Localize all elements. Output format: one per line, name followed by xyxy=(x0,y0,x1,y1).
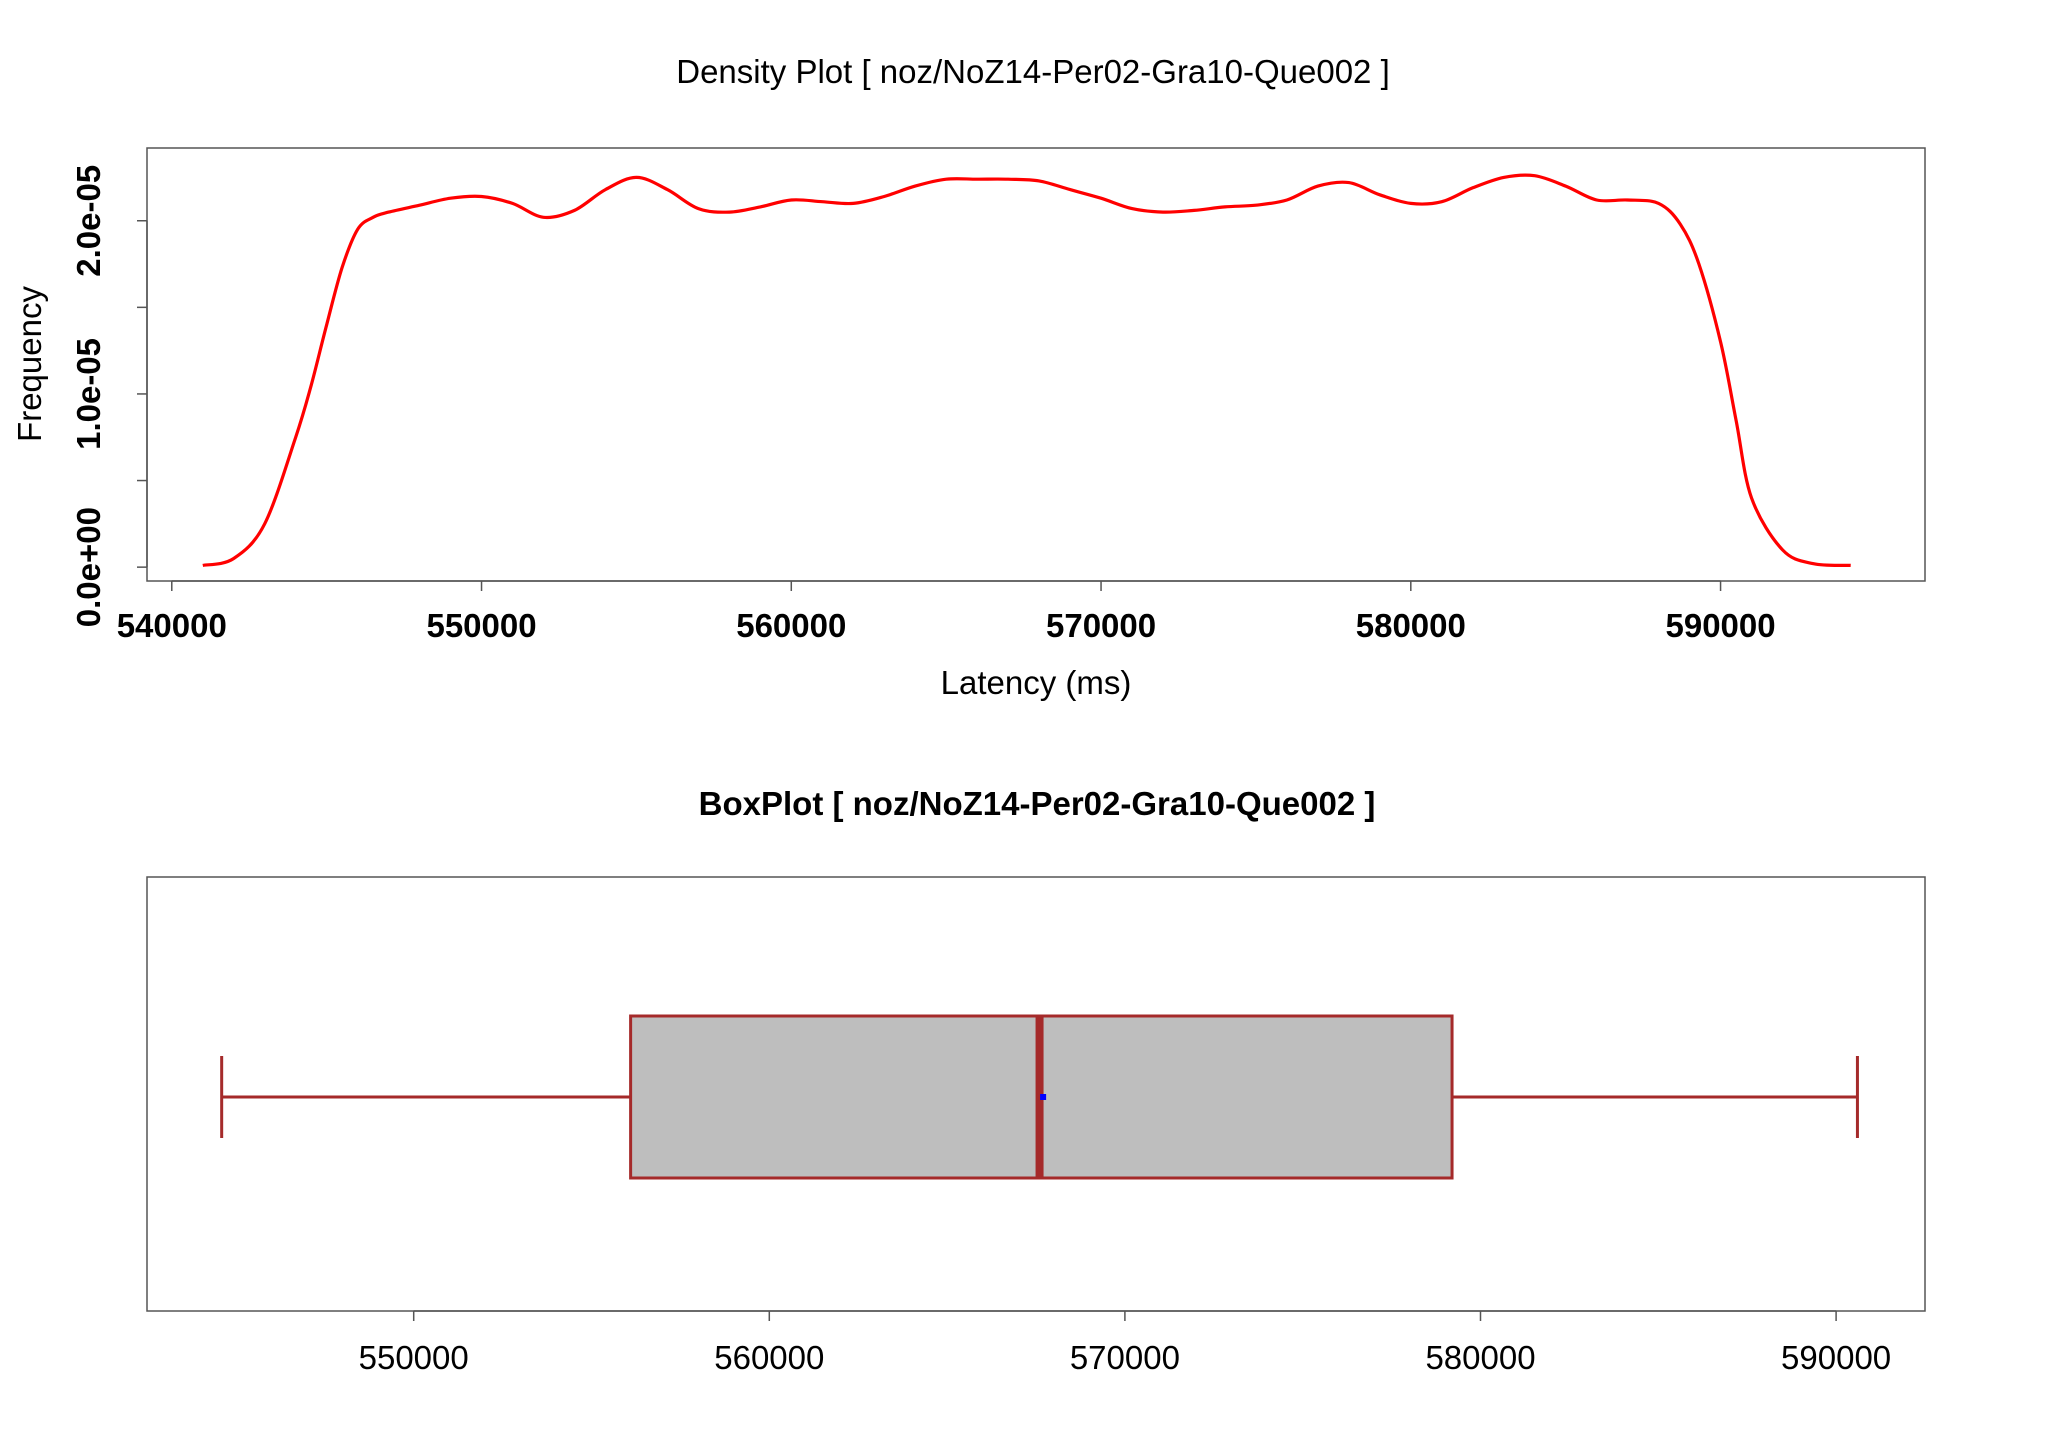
density-x-axis: 540000 550000 560000 570000 580000 590000 xyxy=(117,580,1776,644)
density-x-tick-label: 570000 xyxy=(1046,607,1156,644)
density-y-axis: 0.0e+00 1.0e-05 2.0e-05 xyxy=(70,165,148,627)
boxplot-x-axis: 550000 560000 570000 580000 590000 xyxy=(359,1310,1891,1376)
density-y-tick-label: 0.0e+00 xyxy=(70,507,107,627)
density-title: Density Plot [ noz/NoZ14-Per02-Gra10-Que… xyxy=(676,53,1390,90)
density-y-tick-label: 1.0e-05 xyxy=(70,338,107,450)
density-plot-frame xyxy=(146,147,1926,582)
boxplot-x-tick-label: 590000 xyxy=(1781,1339,1891,1376)
density-y-tick-label: 2.0e-05 xyxy=(70,165,107,277)
density-x-tick-label: 590000 xyxy=(1665,607,1775,644)
boxplot-x-tick-label: 560000 xyxy=(714,1339,824,1376)
density-x-tick-label: 560000 xyxy=(736,607,846,644)
density-x-label: Latency (ms) xyxy=(941,664,1132,701)
density-plot: Density Plot [ noz/NoZ14-Per02-Gra10-Que… xyxy=(11,53,1926,701)
density-curve xyxy=(202,173,1851,568)
boxplot-x-tick-label: 570000 xyxy=(1070,1339,1180,1376)
boxplot-x-tick-label: 550000 xyxy=(359,1339,469,1376)
box-plot: BoxPlot [ noz/NoZ14-Per02-Gra10-Que002 ]… xyxy=(146,785,1926,1376)
boxplot-title: BoxPlot [ noz/NoZ14-Per02-Gra10-Que002 ] xyxy=(699,785,1376,822)
boxplot-x-tick-label: 580000 xyxy=(1425,1339,1535,1376)
density-y-label: Frequency xyxy=(11,286,48,442)
density-x-tick-label: 540000 xyxy=(117,607,227,644)
boxplot-marks xyxy=(220,1014,1859,1180)
mean-point xyxy=(1040,1094,1047,1100)
density-x-tick-label: 550000 xyxy=(426,607,536,644)
density-x-tick-label: 580000 xyxy=(1356,607,1466,644)
